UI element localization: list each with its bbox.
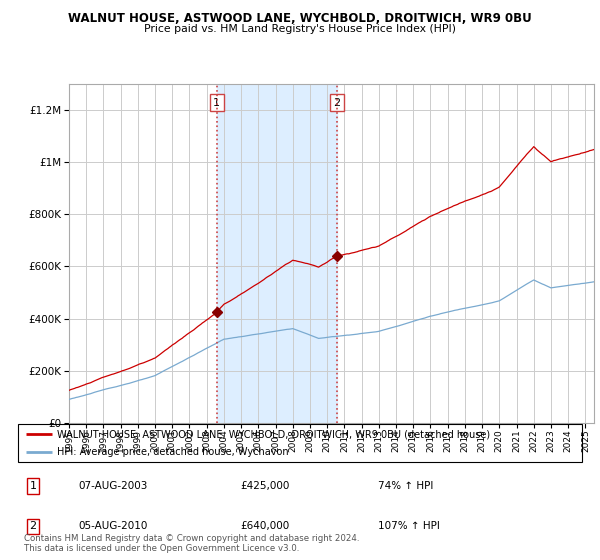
Text: 1: 1 [213,97,220,108]
Text: Contains HM Land Registry data © Crown copyright and database right 2024.
This d: Contains HM Land Registry data © Crown c… [24,534,359,553]
Text: Price paid vs. HM Land Registry's House Price Index (HPI): Price paid vs. HM Land Registry's House … [144,24,456,34]
Text: 2: 2 [334,97,341,108]
Text: WALNUT HOUSE, ASTWOOD LANE, WYCHBOLD, DROITWICH, WR9 0BU (detached house): WALNUT HOUSE, ASTWOOD LANE, WYCHBOLD, DR… [58,429,491,439]
Text: 107% ↑ HPI: 107% ↑ HPI [378,521,440,531]
Text: 1: 1 [29,481,37,491]
Text: 2: 2 [29,521,37,531]
Text: 74% ↑ HPI: 74% ↑ HPI [378,481,433,491]
Text: HPI: Average price, detached house, Wychavon: HPI: Average price, detached house, Wych… [58,447,289,457]
Text: 07-AUG-2003: 07-AUG-2003 [78,481,148,491]
Bar [217,84,337,423]
Text: £425,000: £425,000 [240,481,289,491]
Text: WALNUT HOUSE, ASTWOOD LANE, WYCHBOLD, DROITWICH, WR9 0BU: WALNUT HOUSE, ASTWOOD LANE, WYCHBOLD, DR… [68,12,532,25]
Text: £640,000: £640,000 [240,521,289,531]
Text: 05-AUG-2010: 05-AUG-2010 [78,521,148,531]
